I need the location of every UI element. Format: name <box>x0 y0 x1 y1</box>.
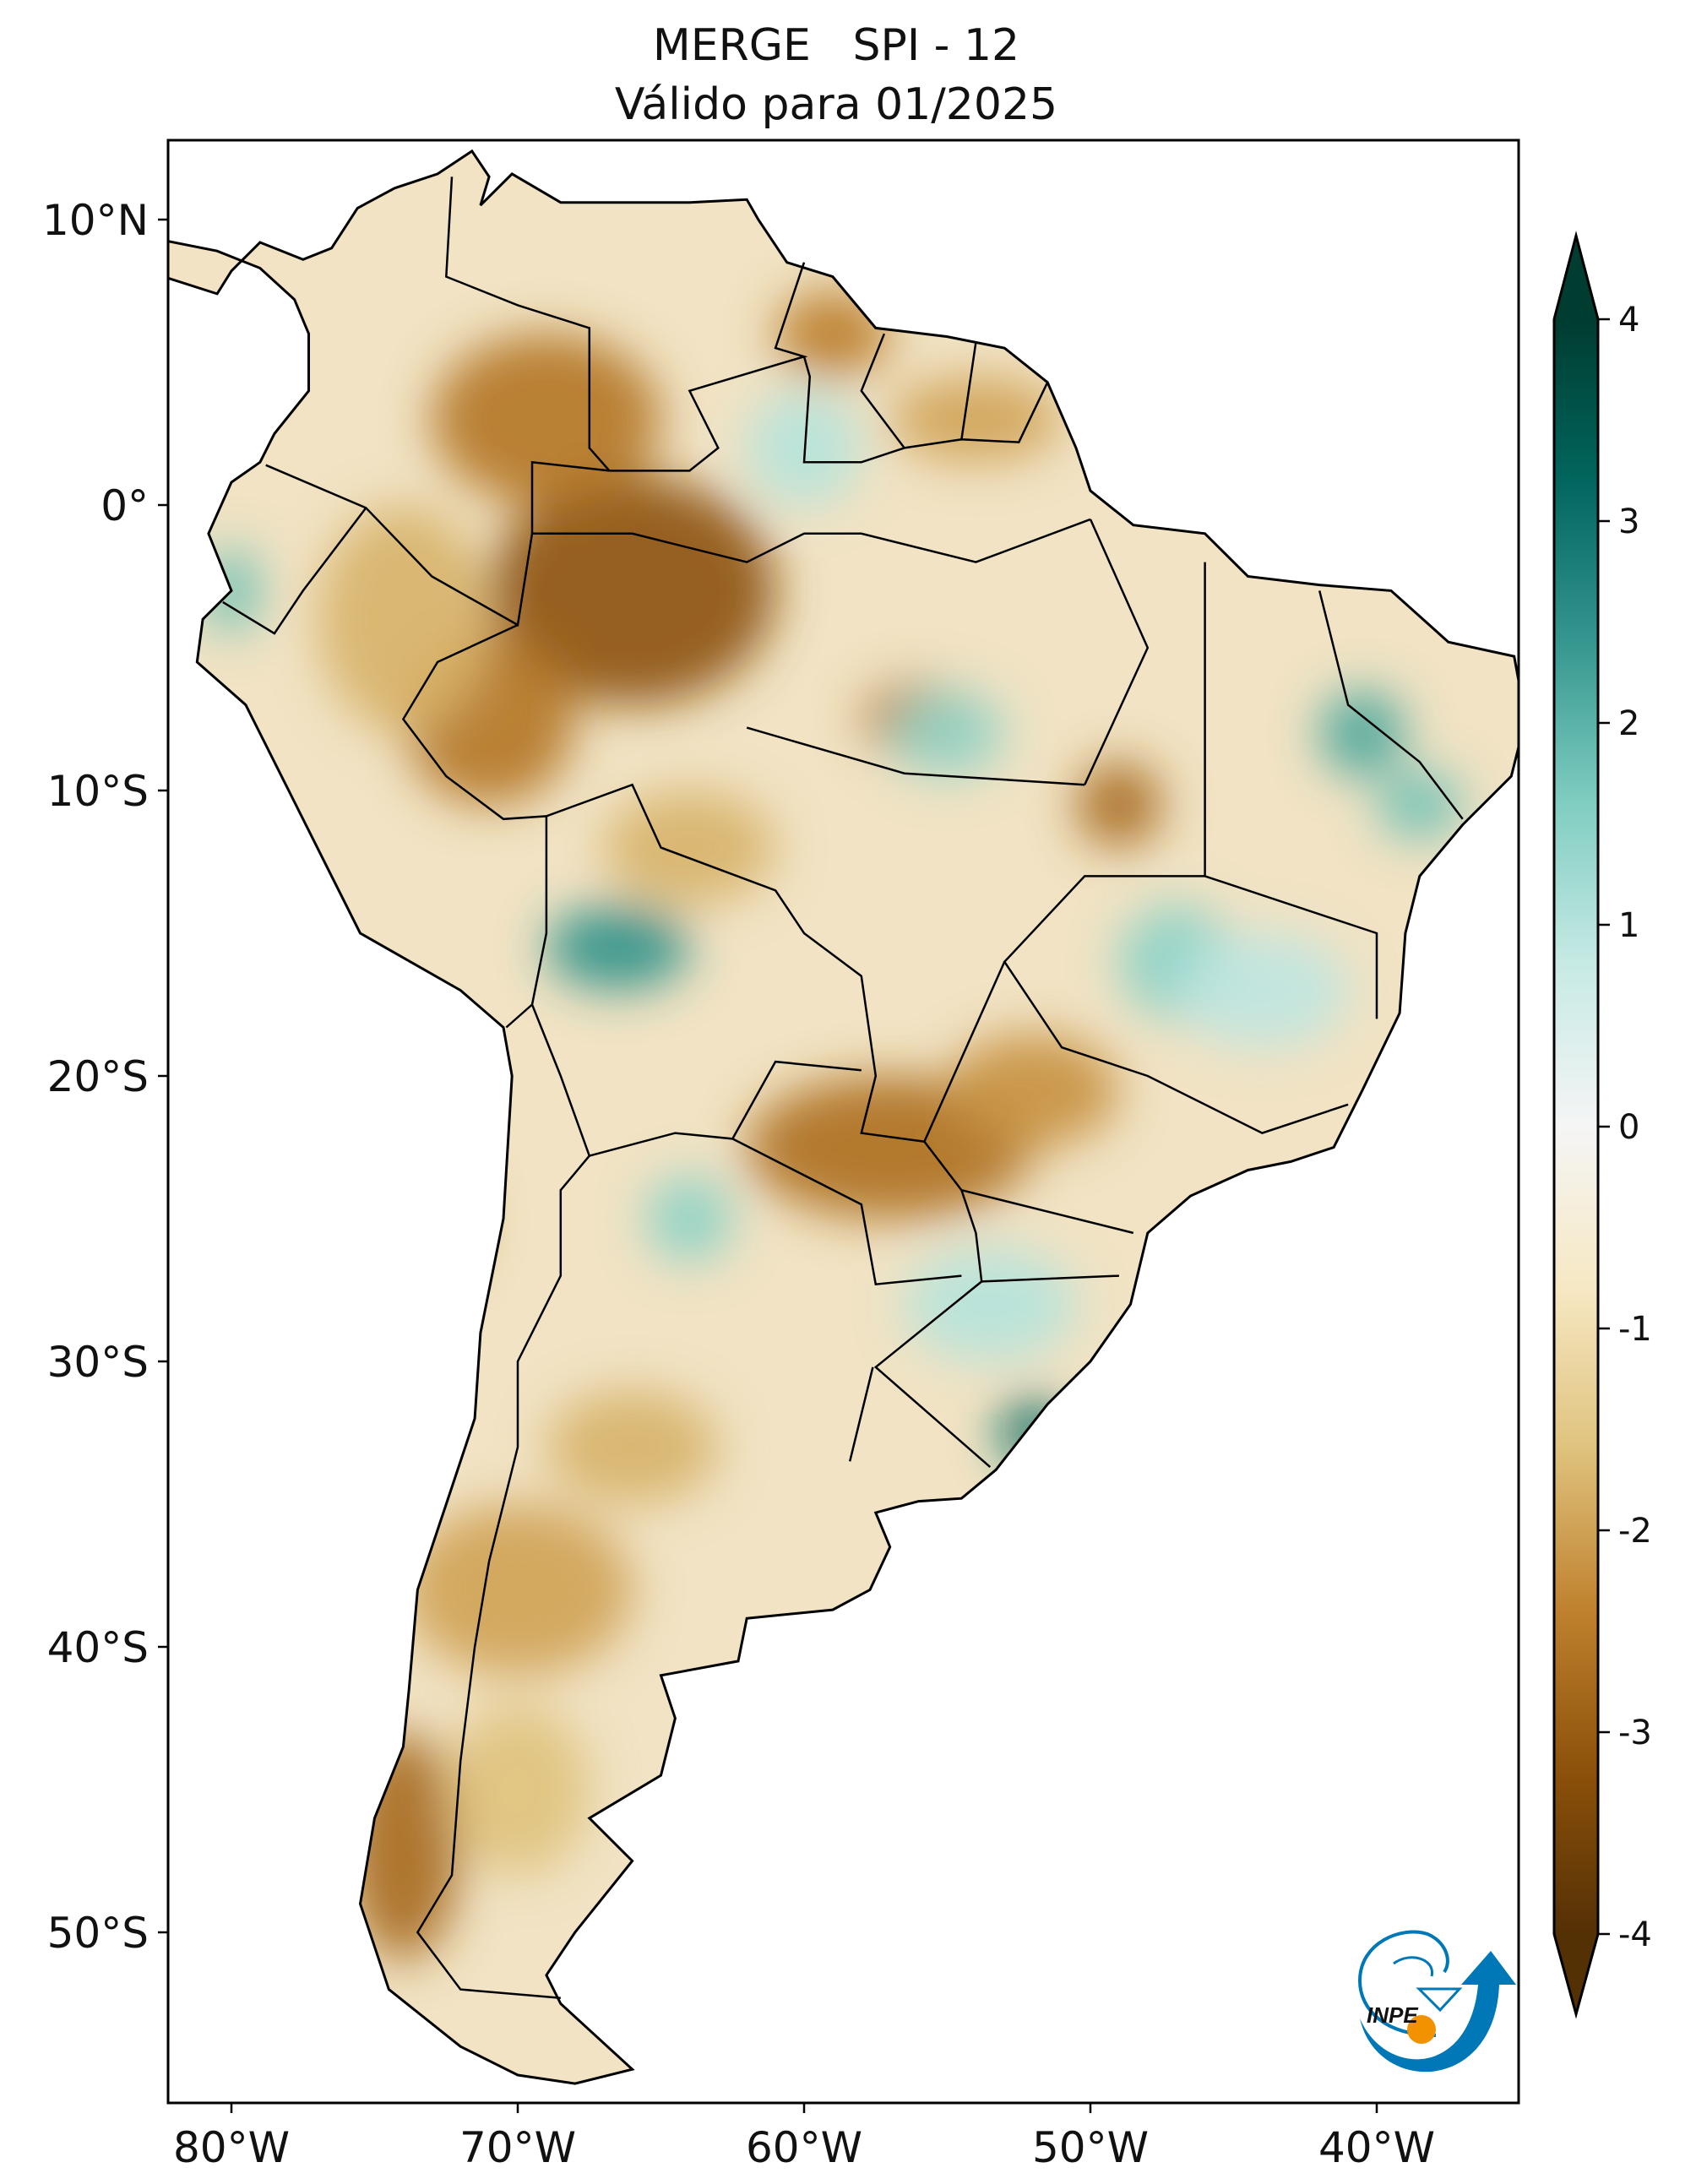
colorbar-tick-label: 0 <box>1618 1108 1639 1147</box>
spi-anomaly-region <box>904 1247 1077 1361</box>
spi-anomaly-region <box>432 334 661 505</box>
spi-anomaly-region <box>889 376 1063 463</box>
lat-tick-label: 30°S <box>47 1338 149 1387</box>
spi-anomaly-region <box>546 1389 719 1504</box>
lat-tick-label: 50°S <box>47 1909 149 1958</box>
colorbar-tick-label: 3 <box>1618 503 1639 541</box>
map-subtitle: Válido para 01/2025 <box>614 79 1058 130</box>
country-border <box>1204 875 1378 1019</box>
colorbar-tick-label: -3 <box>1618 1714 1652 1752</box>
country-border <box>1084 519 1150 785</box>
country-border <box>1318 590 1464 820</box>
spi-anomaly-region <box>603 790 776 905</box>
country-border <box>860 333 905 449</box>
map-frame <box>166 139 1520 2105</box>
country-border <box>848 1366 874 1462</box>
colorbar-extend-max <box>1554 236 1598 319</box>
lat-tick-label: 10°N <box>42 196 149 245</box>
spi-anomaly-region <box>1377 770 1463 839</box>
lon-tick-label: 60°W <box>746 2123 862 2172</box>
colorbar-tick-label: 4 <box>1618 301 1639 340</box>
country-border <box>746 726 1085 786</box>
spi-anomaly-region <box>646 1176 733 1262</box>
country-border <box>401 623 992 1469</box>
country-border <box>222 507 367 635</box>
country-border <box>981 1274 1119 1283</box>
svg-text:INPE: INPE <box>1367 2002 1418 2028</box>
spi-anomaly-region <box>317 505 490 734</box>
country-border <box>445 177 611 472</box>
country-border <box>923 961 1006 1143</box>
spi-anomaly-region <box>998 1398 1068 1468</box>
spi-anomaly-region <box>345 1732 461 1961</box>
colorbar-tick-label: -1 <box>1618 1310 1652 1349</box>
spi-anomaly-region <box>446 1703 590 1876</box>
map-title: MERGE SPI - 12 <box>652 20 1020 71</box>
spi-anomaly-region <box>1319 690 1405 777</box>
colorbar-tick-label: -2 <box>1618 1512 1652 1551</box>
country-border <box>505 1003 533 1029</box>
spi-anomaly-region <box>889 690 1005 777</box>
colorbar-tick-label: 2 <box>1618 704 1639 743</box>
country-border <box>961 1188 1134 1235</box>
country-border <box>802 356 1049 464</box>
spi-anomaly-region <box>1176 933 1349 1048</box>
colorbar-tick-label: 1 <box>1618 906 1639 945</box>
inpe-logo: INPE <box>1357 1930 1516 2073</box>
country-border <box>532 518 1091 563</box>
spi-anomaly-region <box>947 1033 1119 1148</box>
spi-anomaly-region <box>1076 762 1162 848</box>
spi-anomaly-region <box>546 905 690 991</box>
lon-tick-label: 70°W <box>459 2123 576 2172</box>
colorbar: 4 3 2 1 0 -1 -2 -3 -4 <box>1552 231 1652 2019</box>
country-border <box>731 1138 962 1286</box>
lon-tick-label: 50°W <box>1032 2123 1149 2172</box>
colorbar-tick-label: -4 <box>1618 1915 1652 1954</box>
coastline <box>168 149 1519 2085</box>
lat-tick-label: 40°S <box>47 1623 149 1672</box>
country-border <box>416 816 591 1999</box>
lon-tick-label: 40°W <box>1318 2123 1435 2172</box>
colorbar-gradient <box>1554 319 1598 1934</box>
country-border <box>960 342 977 440</box>
country-border <box>609 262 808 472</box>
lon-tick-label: 80°W <box>173 2123 290 2172</box>
lat-tick-label: 10°S <box>47 767 149 816</box>
colorbar-extend-min <box>1554 1934 1598 2014</box>
spi-anomaly-region <box>403 1504 633 1676</box>
lat-tick-label: 20°S <box>47 1052 149 1101</box>
lat-tick-label: 0° <box>101 481 149 530</box>
spi-anomaly-region <box>389 1161 476 1276</box>
